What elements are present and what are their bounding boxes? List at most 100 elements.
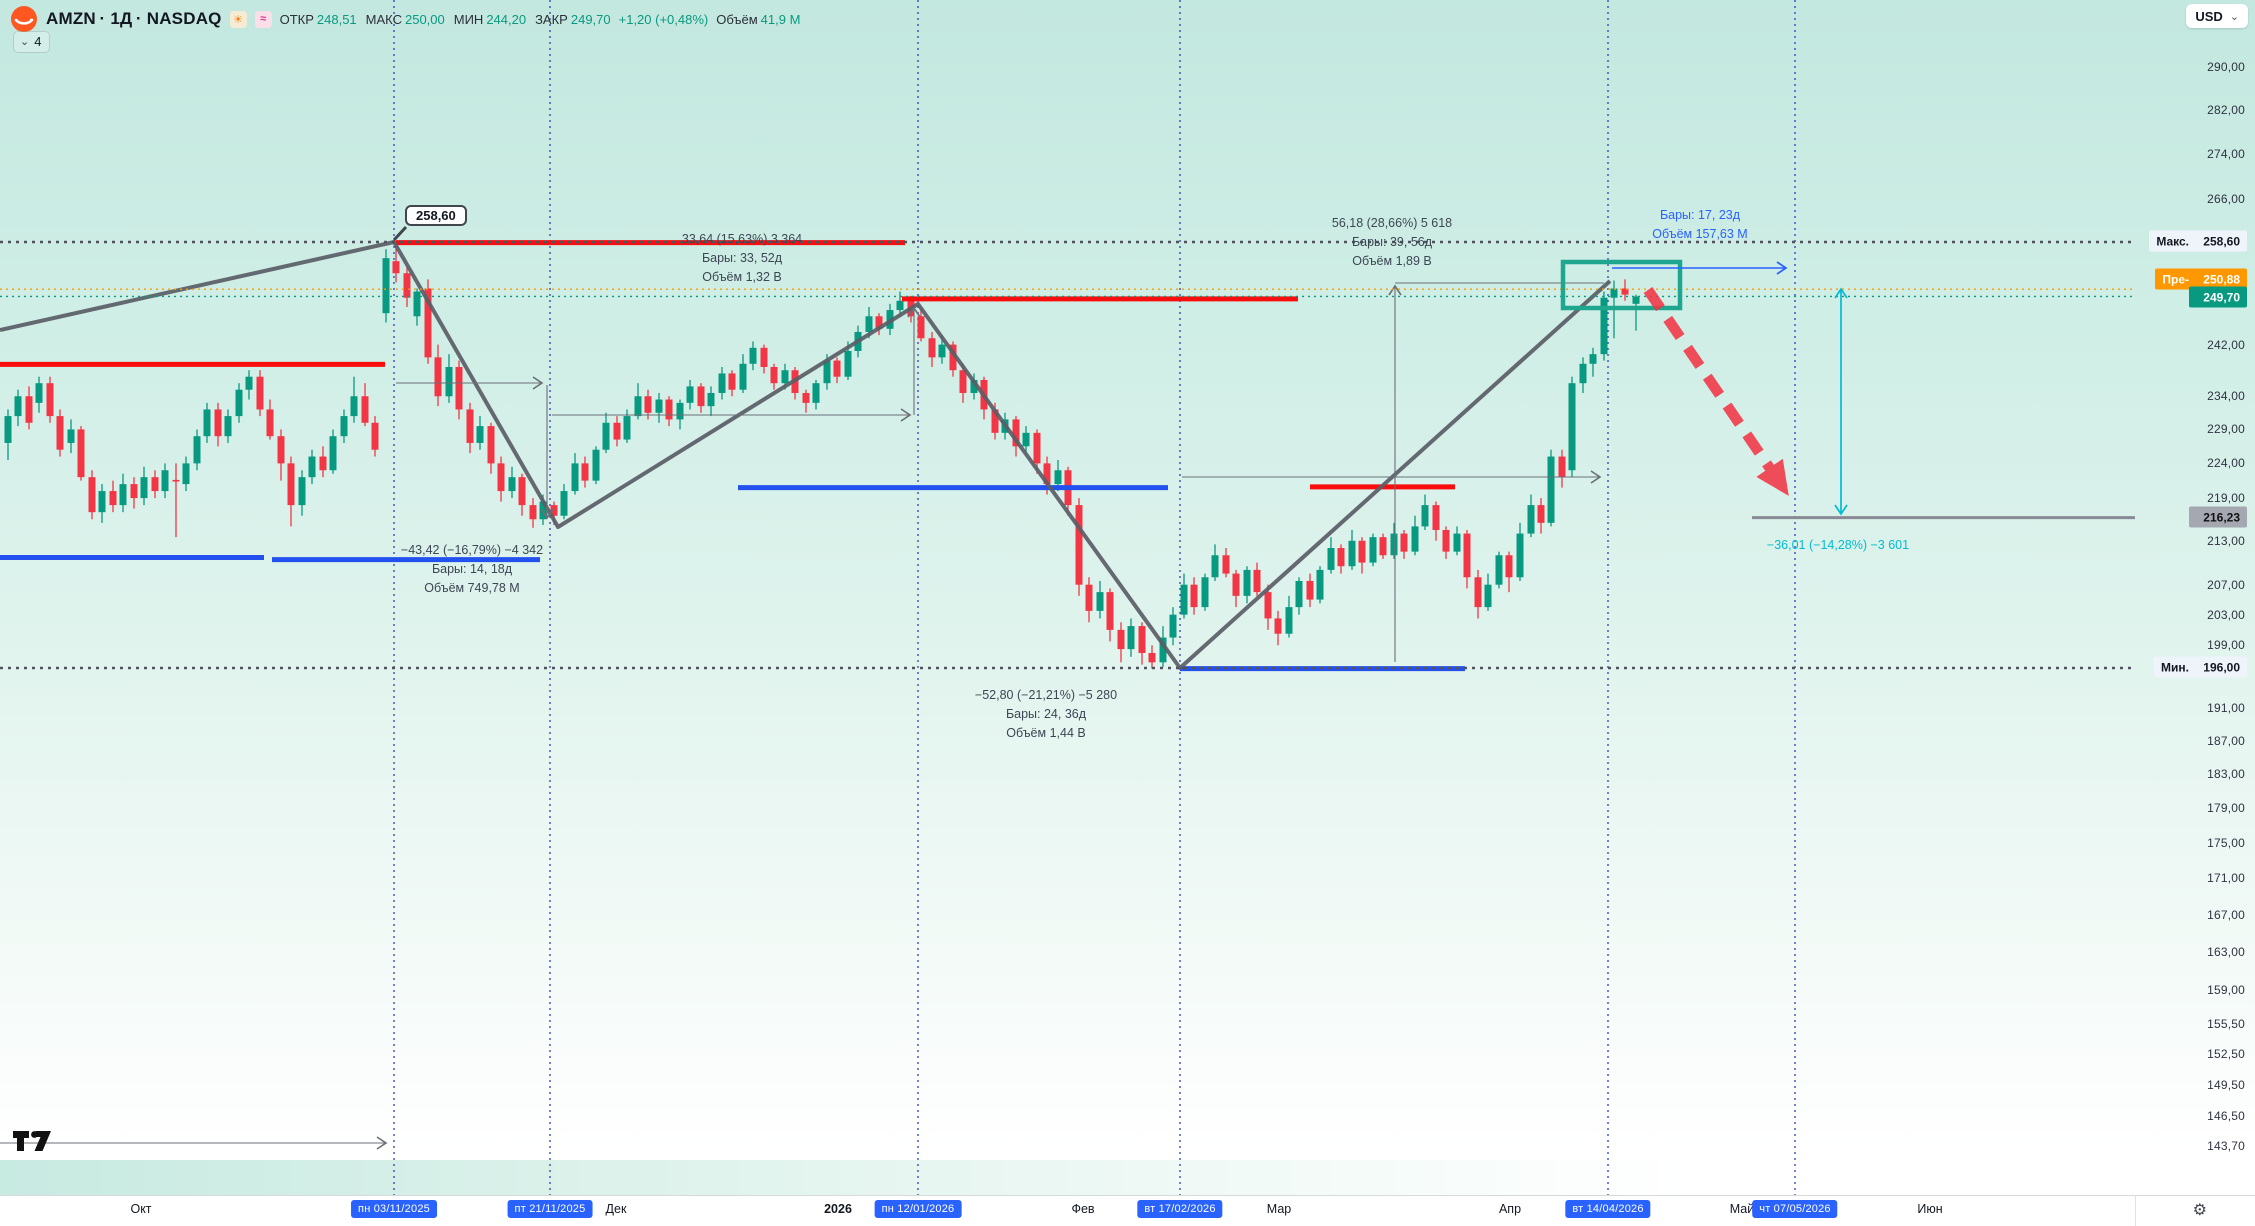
measurement-annotation: 56,18 (28,66%) 5 618 Бары: 39, 56д Объём 1… [1332, 214, 1452, 271]
month-label: 2026 [824, 1202, 852, 1216]
price-tick: 183,00 [2207, 767, 2245, 782]
price-chip-value: 196,00 [2203, 660, 2240, 674]
price-tick: 159,00 [2207, 983, 2245, 998]
symbol-name: AMZN [46, 9, 96, 28]
date-badge: пт 21/11/2025 [507, 1200, 593, 1218]
price-tick: 191,00 [2207, 701, 2245, 716]
price-tick: 179,00 [2207, 801, 2245, 816]
date-badge: пн 03/11/2025 [351, 1200, 437, 1218]
price-axis[interactable] [2133, 0, 2255, 1195]
chevron-down-icon: ⌄ [2229, 10, 2239, 23]
ohlc-label: МИН [453, 11, 484, 27]
collapsed-indicators-button[interactable]: ⌄ 4 [13, 31, 51, 53]
amzn-logo-icon[interactable] [10, 5, 38, 33]
price-callout-bubble[interactable]: 258,60 [405, 205, 467, 226]
ohlc-label: МАКС [365, 11, 402, 27]
price-tick: 199,00 [2207, 638, 2245, 653]
ohlc-label: ЗАКР [535, 11, 568, 27]
measurement-annotation: −52,80 (−21,21%) −5 280 Бары: 24, 36д Объё… [975, 686, 1117, 743]
month-label: Дек [605, 1202, 627, 1216]
annotation-line: Объём 1,44 B [1006, 726, 1086, 740]
price-tick: 290,00 [2207, 59, 2245, 74]
currency-button[interactable]: USD ⌄ [2186, 4, 2248, 28]
symbol-header: AMZN · 1Д · NASDAQ ☀ ≈ ОТКР 248,51 МАКС 250… [10, 5, 800, 33]
price-tick: 242,00 [2207, 337, 2245, 352]
main-chart-pane[interactable] [0, 0, 2255, 1160]
price-tick: 213,00 [2207, 533, 2245, 548]
price-tick: 219,00 [2207, 491, 2245, 506]
annotation-line: Бары: 33, 52д [701, 251, 783, 265]
month-label: Апр [1498, 1202, 1522, 1216]
measurement-annotation: −36,01 (−14,28%) −3 601 [1767, 536, 1909, 555]
measurement-annotation: −43,42 (−16,79%) −4 342 Бары: 14, 18д Объё… [401, 541, 543, 598]
price-chip-label: Мин. [2161, 660, 2189, 674]
price-tick: 229,00 [2207, 422, 2245, 437]
price-tick: 187,00 [2207, 733, 2245, 748]
price-chip-label: Пре- [2162, 272, 2189, 286]
indicator-count: 4 [34, 34, 42, 49]
date-badge: вт 14/04/2026 [1565, 1200, 1651, 1218]
price-chip-value: 250,88 [2203, 272, 2240, 286]
axis-corner-separator [2135, 1195, 2136, 1226]
price-change: +1,20 (+0,48%) [618, 11, 709, 27]
price-chip-value: 249,70 [2203, 290, 2240, 304]
annotation-line: −36,01 (−14,28%) −3 601 [1766, 538, 1910, 552]
price-tick: 171,00 [2207, 871, 2245, 886]
annotation-line: Объём 157,63 M [1652, 227, 1748, 241]
waves-icon[interactable]: ≈ [254, 10, 272, 28]
price-chip-min: Мин. 196,00 [2154, 656, 2247, 678]
annotation-line: Бары: 24, 36д [1005, 707, 1087, 721]
price-chip-last: 249,70 [2189, 286, 2247, 308]
annotation-line: Объём 1,89 B [1352, 254, 1432, 268]
gear-icon[interactable]: ⚙ [2192, 1202, 2207, 1219]
sun-icon[interactable]: ☀ [229, 10, 247, 28]
month-label: Окт [130, 1202, 152, 1216]
tradingview-logo[interactable] [12, 1128, 52, 1154]
measurement-annotation: 33,64 (15,63%) 3 364 Бары: 33, 52д Объём 1… [682, 230, 802, 287]
volume-label: Объём [716, 11, 758, 27]
volume-field: Объём 41,9 M [716, 12, 800, 27]
ohlc-fields: ОТКР 248,51 МАКС 250,00 МИН 244,20 ЗАКР 249,70 [280, 12, 611, 27]
price-tick: 155,50 [2207, 1017, 2245, 1032]
price-tick: 152,50 [2207, 1047, 2245, 1062]
currency-label: USD [2195, 8, 2223, 24]
symbol-title[interactable]: AMZN · 1Д · NASDAQ [46, 9, 222, 29]
price-tick: 282,00 [2207, 102, 2245, 117]
ohlc-field: МАКС 250,00 [366, 12, 445, 27]
price-chip-max: Макс. 258,60 [2149, 230, 2247, 252]
date-badge: вт 17/02/2026 [1137, 1200, 1223, 1218]
annotation-line: Объём 749,78 M [424, 581, 520, 595]
annotation-line: Бары: 14, 18д [431, 562, 513, 576]
price-tick: 203,00 [2207, 607, 2245, 622]
date-badge: пн 12/01/2026 [874, 1200, 962, 1218]
annotation-line: 56,18 (28,66%) 5 618 [1331, 216, 1453, 230]
annotation-line: Бары: 17, 23д [1659, 208, 1741, 222]
ohlc-value: 244,20 [486, 11, 527, 27]
symbol-exchange: NASDAQ [146, 9, 222, 28]
ohlc-field: ЗАКР 249,70 [535, 12, 611, 27]
measurement-annotation: Бары: 17, 23д Объём 157,63 M [1652, 206, 1747, 244]
ohlc-field: ОТКР 248,51 [280, 12, 357, 27]
price-tick: 167,00 [2207, 907, 2245, 922]
price-tick: 274,00 [2207, 146, 2245, 161]
ohlc-value: 250,00 [404, 11, 445, 27]
symbol-timeframe: 1Д [110, 9, 133, 28]
symbol-separator2: · [135, 9, 147, 28]
chevron-down-icon: ⌄ [20, 36, 30, 48]
symbol-separator: · [99, 9, 111, 28]
volume-value: 41,9 M [760, 11, 801, 27]
price-tick: 143,70 [2207, 1138, 2245, 1153]
price-chip-label: Макс. [2156, 234, 2189, 248]
date-badge: чт 07/05/2026 [1752, 1200, 1838, 1218]
price-tick: 224,00 [2207, 456, 2245, 471]
annotation-line: 33,64 (15,63%) 3 364 [681, 232, 803, 246]
annotation-line: −43,42 (−16,79%) −4 342 [400, 543, 544, 557]
price-chip-premarket: Пре- 250,88 [2155, 268, 2247, 290]
price-tick: 146,50 [2207, 1108, 2245, 1123]
ohlc-label: ОТКР [279, 11, 314, 27]
ohlc-value: 249,70 [570, 11, 611, 27]
price-tick: 234,00 [2207, 389, 2245, 404]
price-tick: 266,00 [2207, 192, 2245, 207]
collapsed-indicator-pane[interactable] [0, 1160, 2255, 1195]
